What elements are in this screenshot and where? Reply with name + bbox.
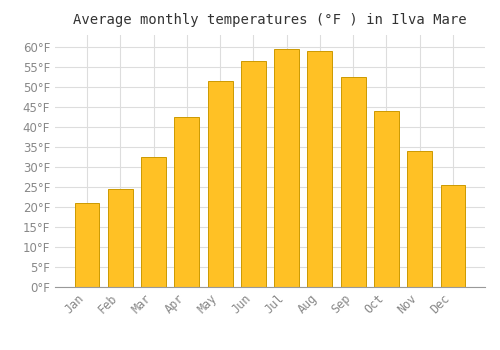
Bar — [308, 51, 332, 287]
Bar — [141, 157, 166, 287]
Bar — [274, 49, 299, 287]
Bar — [340, 77, 365, 287]
Bar — [440, 185, 466, 287]
Bar — [374, 111, 399, 287]
Bar — [108, 189, 133, 287]
Title: Average monthly temperatures (°F ) in Ilva Mare: Average monthly temperatures (°F ) in Il… — [73, 13, 467, 27]
Bar — [208, 81, 233, 287]
Bar — [241, 61, 266, 287]
Bar — [174, 117, 200, 287]
Bar — [74, 203, 100, 287]
Bar — [407, 151, 432, 287]
